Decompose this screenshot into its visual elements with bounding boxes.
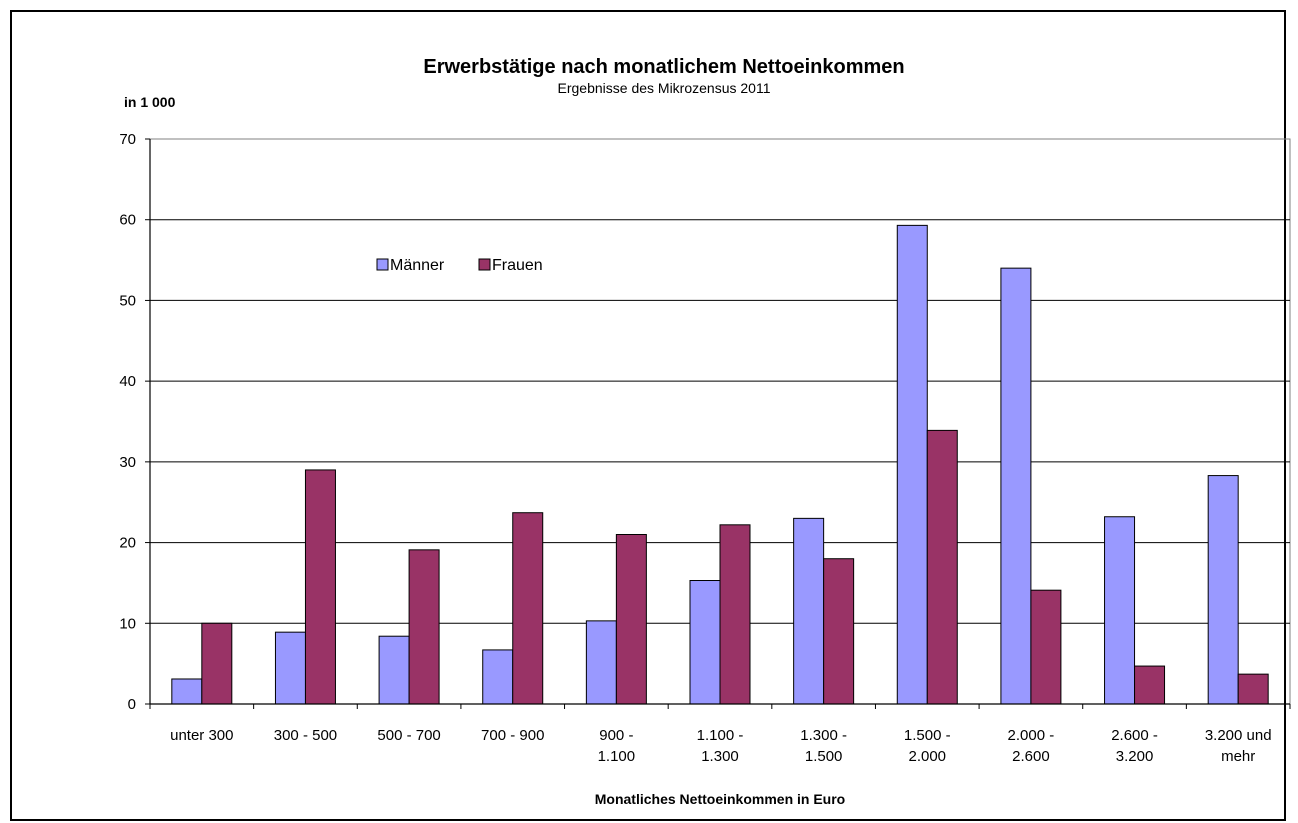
bar-maenner <box>482 649 514 705</box>
x-tick-label: 2.600 <box>1012 748 1050 765</box>
y-tick-label: 50 <box>119 292 136 309</box>
bar-frauen <box>408 549 440 705</box>
y-tick-label: 70 <box>119 131 136 148</box>
legend: Männer Frauen <box>376 257 543 274</box>
x-tick-label: 500 - 700 <box>377 727 440 744</box>
y-tick-label: 60 <box>119 212 136 229</box>
bar-frauen <box>1134 665 1166 705</box>
x-tick-label: 300 - 500 <box>274 727 337 744</box>
x-tick-label: 3.200 und <box>1205 727 1272 744</box>
x-tick-label: 1.100 - <box>697 727 744 744</box>
y-tick-label: 0 <box>128 696 136 713</box>
bar-maenner <box>689 580 721 705</box>
y-tick-labels: 0 10 20 30 40 50 60 70 <box>119 131 136 713</box>
bar-maenner <box>1000 267 1032 705</box>
bar-frauen <box>304 469 336 705</box>
bars <box>171 224 1269 705</box>
legend-swatch <box>376 258 389 271</box>
x-tick-label: 3.200 <box>1116 748 1154 765</box>
axes <box>145 138 1291 709</box>
bar-maenner <box>274 631 306 705</box>
bar-frauen <box>926 429 958 705</box>
x-axis-label: Monatliches Nettoeinkommen in Euro <box>595 791 845 807</box>
bar-maenner <box>793 517 825 705</box>
x-tick-label: 700 - 900 <box>481 727 544 744</box>
bar-frauen <box>512 512 544 705</box>
x-tick-label: unter 300 <box>170 727 233 744</box>
bar-maenner <box>585 620 617 705</box>
x-tick-label: 1.100 <box>598 748 636 765</box>
x-tick-label: 1.300 - <box>800 727 847 744</box>
bar-maenner <box>378 635 410 705</box>
unit-label: in 1 000 <box>124 94 176 110</box>
legend-label: Frauen <box>492 257 543 274</box>
bar-maenner <box>171 678 203 705</box>
y-tick-label: 20 <box>119 535 136 552</box>
x-tick-label: 2.000 <box>908 748 946 765</box>
bar-frauen <box>201 622 233 705</box>
chart-title: Erwerbstätige nach monatlichem Nettoeink… <box>423 56 904 78</box>
legend-swatch <box>478 258 491 271</box>
x-tick-labels: unter 300 300 - 500 500 - 700 700 - 900 900 … <box>170 727 1271 765</box>
bar-frauen <box>719 524 751 705</box>
x-tick-label: 900 - <box>599 727 633 744</box>
bar-frauen <box>823 558 855 705</box>
x-tick-label: 2.600 - <box>1111 727 1158 744</box>
bar-maenner <box>1104 516 1136 705</box>
x-tick-label: 1.500 <box>805 748 843 765</box>
bar-frauen <box>1030 589 1062 705</box>
x-tick-label: mehr <box>1221 748 1255 765</box>
y-tick-label: 10 <box>119 615 136 632</box>
bar-frauen <box>1237 673 1269 705</box>
chart-subtitle: Ergebnisse des Mikrozensus 2011 <box>558 80 771 96</box>
x-tick-label: 1.300 <box>701 748 739 765</box>
bar-maenner <box>1207 475 1239 705</box>
bar-maenner <box>896 224 928 705</box>
x-tick-label: 2.000 - <box>1008 727 1055 744</box>
x-tick-label: 1.500 - <box>904 727 951 744</box>
legend-label: Männer <box>390 257 445 274</box>
bar-frauen <box>615 534 647 705</box>
y-tick-label: 30 <box>119 454 136 471</box>
y-tick-label: 40 <box>119 373 136 390</box>
